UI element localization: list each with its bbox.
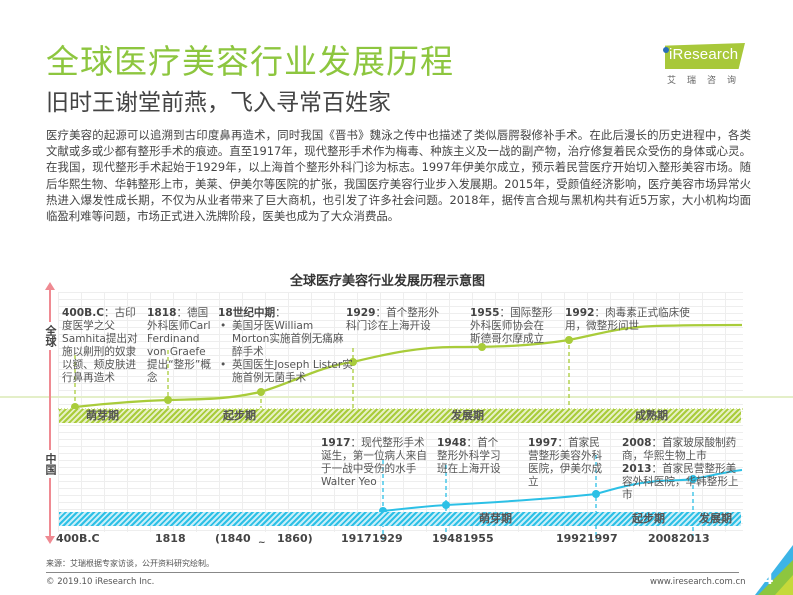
logo-brand: iResearch [669, 46, 739, 63]
china-event-2013: 2013：首家民营整形美容外科医院，华韩整形上市 [622, 463, 739, 501]
global-event-18th-century: 18世纪中期： 美国牙医William Morton实施首例无痛麻醉手术 英国医… [218, 307, 353, 385]
page-title: 全球医疗美容行业发展历程 [46, 42, 454, 81]
x-tick: 1948 [432, 532, 463, 545]
x-tick: 1818 [155, 532, 186, 545]
axis-label-china: 中国 [42, 450, 58, 478]
global-event-400bc: 400B.C：古印度医学之父Samhita提出对施以劓刑的奴隶以额、颊皮肤进行鼻… [62, 307, 138, 384]
section-divider [0, 396, 793, 398]
global-event-1929: 1929：首个整形外科门诊在上海开设 [346, 307, 440, 332]
china-event-1917: 1917：现代整形手术诞生，第一位病人来自于一战中受伤的水手Walter Yeo [321, 437, 427, 488]
global-event-1992: 1992：肉毒素正式临床使用，微整形问世 [565, 307, 690, 332]
global-phase-start: 起步期 [223, 409, 256, 422]
x-tick: (1840 [215, 532, 251, 545]
x-tick: 400B.C [56, 532, 100, 545]
x-tick: 1917 [341, 532, 372, 545]
footer-divider [46, 572, 739, 573]
logo-subtitle: 艾瑞咨询 [667, 76, 748, 86]
x-tick: 2008 [648, 532, 679, 545]
logo-badge [665, 43, 745, 69]
arrow-up-icon [45, 282, 55, 290]
source-note: 来源：艾瑞根据专家访谈，公开资料研究绘制。 [46, 559, 214, 568]
chart-title: 全球医疗美容行业发展历程示意图 [290, 274, 486, 289]
axis-label-global: 全球 [42, 322, 58, 350]
china-phase-sprout: 萌芽期 [479, 512, 512, 525]
china-phase-develop: 发展期 [699, 512, 732, 525]
arrow-down-icon [45, 536, 55, 544]
global-phase-develop: 发展期 [451, 409, 484, 422]
china-event-2008: 2008：首家玻尿酸制药商，华熙生物上市 [622, 437, 737, 462]
website-link[interactable]: www.iresearch.com.cn [650, 577, 746, 587]
x-tick: 1992 [556, 532, 587, 545]
intro-paragraph: 医疗美容的起源可以追溯到古印度鼻再造术，同时我国《晋书》魏泳之传中也描述了类似唇… [46, 128, 751, 224]
page-subtitle: 旧时王谢堂前燕，飞入寻常百姓家 [46, 90, 391, 116]
copyright: © 2019.10 iResearch Inc. [46, 577, 155, 587]
page-corner-decoration [755, 545, 793, 595]
x-tick: 1860) [277, 532, 313, 545]
x-tick: 1997 [587, 532, 618, 545]
logo-dot-icon [663, 47, 669, 53]
x-tick: 2013 [679, 532, 710, 545]
x-tick: ~ [258, 538, 266, 548]
global-phase-sprout: 萌芽期 [86, 409, 119, 422]
china-phase-bar: 萌芽期 起步期 发展期 [59, 512, 741, 526]
global-event-1818: 1818：德国外科医师Carl Ferdinand von Graefe提出“整… [147, 307, 211, 384]
china-phase-start: 起步期 [632, 512, 665, 525]
iresearch-logo: iResearch 艾瑞咨询 [655, 40, 750, 90]
global-phase-bar: 萌芽期 起步期 发展期 成熟期 [59, 409, 741, 423]
event-bullet: 美国牙医William Morton实施首例无痛麻醉手术 [218, 320, 353, 359]
global-phase-mature: 成熟期 [635, 409, 668, 422]
x-tick: 1929 [372, 532, 403, 545]
page-number: 4 [763, 570, 774, 588]
x-tick: 1955 [463, 532, 494, 545]
china-event-1997: 1997：首家民营整形美容外科医院，伊美尔成立 [528, 437, 603, 488]
global-event-1955: 1955：国际整形外科医师协会在斯德哥尔摩成立 [470, 307, 553, 345]
event-bullet: 英国医生Joseph Lister实施首例无菌手术 [218, 359, 353, 385]
vertical-axis [49, 285, 51, 540]
china-event-1948: 1948：首个整形外科学习班在上海开设 [437, 437, 501, 475]
